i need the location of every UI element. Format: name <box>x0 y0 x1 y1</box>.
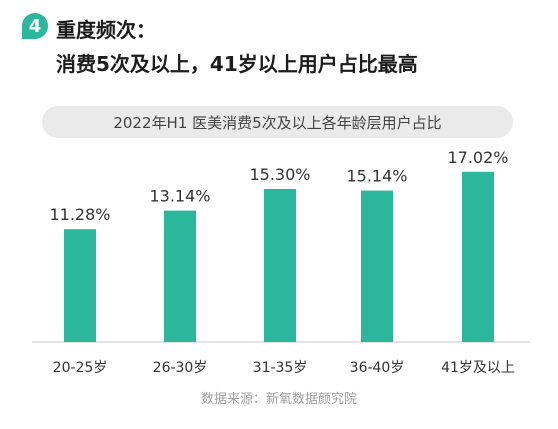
value-label-1: 11.28% <box>49 205 110 224</box>
source-note: 数据来源：新氧数据颜究院 <box>200 392 357 407</box>
chart-title: 2022年H1 医美消费5次及以上各年龄层用户占比 <box>42 106 513 138</box>
section-number-badge: 4 <box>22 13 48 39</box>
header: 4 重度频次： 消费5次及以上，41岁以上用户占比最高 <box>22 8 542 78</box>
bar-1 <box>64 229 96 342</box>
x-tick-label-3: 31-35岁 <box>253 360 308 376</box>
value-labels-group: 11.28% 13.14% 15.30% 15.14% 17.02% <box>49 148 508 224</box>
x-tick-labels-group: 20-25岁 26-30岁 31-35岁 36-40岁 41岁及以上 <box>53 360 515 376</box>
bar-3 <box>264 189 296 342</box>
x-tick-label-5: 41岁及以上 <box>441 360 515 376</box>
value-label-3: 15.30% <box>249 165 310 184</box>
value-label-4: 15.14% <box>346 167 407 186</box>
bar-2 <box>164 210 196 342</box>
x-tick-label-4: 36-40岁 <box>350 360 405 376</box>
header-subtitle: 消费5次及以上，41岁以上用户占比最高 <box>56 52 418 76</box>
x-tick-label-2: 26-30岁 <box>153 360 208 376</box>
bar-4 <box>361 190 393 342</box>
x-tick-label-1: 20-25岁 <box>53 360 108 376</box>
value-label-2: 13.14% <box>149 187 210 206</box>
header-title: 重度频次： <box>56 18 156 42</box>
bars-group <box>64 171 494 342</box>
value-label-5: 17.02% <box>447 148 508 167</box>
bar-5 <box>462 171 494 342</box>
